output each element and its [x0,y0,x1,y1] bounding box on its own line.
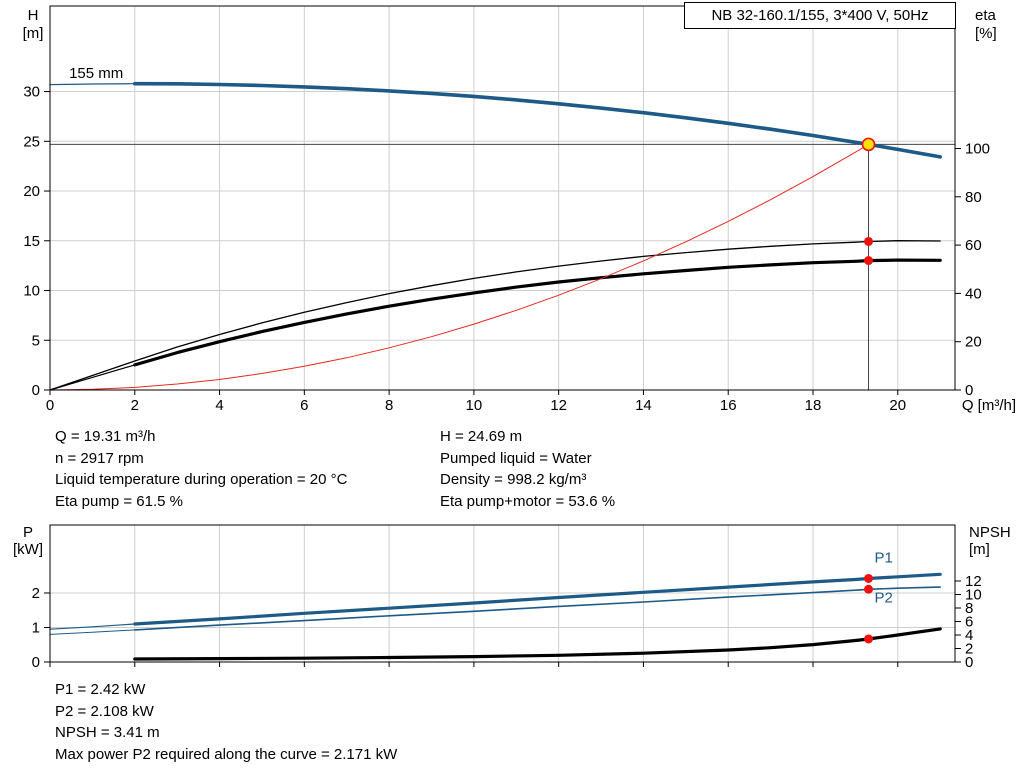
p2-readout: P2 = 2.108 kW [55,702,154,720]
left-tick-label: 0 [32,382,40,399]
p1-curve-leadin [49,623,136,630]
x-tick-label: 12 [550,397,567,414]
x-tick-label: 14 [635,397,652,414]
power-data-block: P1 = 2.42 kW P2 = 2.108 kW NPSH = 3.41 m… [55,679,397,765]
right-tick-label: 40 [965,285,982,302]
max-power-readout: Max power P2 required along the curve = … [55,745,398,763]
pumped-liquid-readout: Pumped liquid = Water [440,449,592,467]
right-tick-label: 8 [965,600,973,617]
head-curve [133,81,943,159]
right-tick-label: 100 [965,140,990,157]
left-axis-title: [m] [23,25,44,42]
right-axis-title: eta [975,7,997,24]
flow-readout: Q = 19.31 m³/h [55,428,156,445]
pump-designation-box: NB 32-160.1/155, 3*400 V, 50Hz [684,2,956,29]
npsh-duty-dot [864,634,874,644]
right-tick-label: 12 [965,573,982,590]
p2-duty-dot [864,584,874,594]
right-axis-title: NPSH [969,524,1011,541]
left-tick-label: 15 [23,233,40,250]
operating-data-col2: H = 24.69 m Pumped liquid = Water Densit… [440,426,615,512]
right-tick-label: 6 [965,614,973,631]
left-tick-label: 25 [23,133,40,150]
right-tick-label: 2 [965,641,973,658]
right-tick-label: 60 [965,237,982,254]
head-readout: H = 24.69 m [440,428,523,445]
x-tick-label: 20 [889,397,906,414]
right-axis-title: [m] [969,541,990,558]
left-axis-title: [kW] [13,541,43,558]
left-tick-label: 5 [32,332,40,349]
liquid-temperature-readout: Liquid temperature during operation = 20… [55,471,348,488]
eta-pump-motor-curve-leadin [49,364,136,391]
p2-curve-leadin [49,629,136,635]
operating-data-col1: Q = 19.31 m³/h n = 2917 rpm Liquid tempe… [55,426,347,512]
x-tick-label: 4 [215,397,223,414]
impeller-size-label: 155 mm [69,65,123,82]
x-tick-label: 8 [385,397,393,414]
eta-pump-readout: Eta pump = 61.5 % [55,492,183,510]
eta-pump-motor-curve [133,258,942,367]
p1-readout: P1 = 2.42 kW [55,681,146,698]
plot-frame [49,524,956,663]
npsh-curve [133,627,942,661]
left-tick-label: 30 [23,84,40,101]
left-tick-label: 0 [32,654,40,671]
left-tick-label: 10 [23,283,40,300]
right-tick-label: 0 [965,654,973,671]
pump-designation: NB 32-160.1/155, 3*400 V, 50Hz [711,7,929,24]
duty-point-marker [861,137,876,152]
left-tick-label: 2 [32,585,40,602]
right-tick-label: 0 [965,382,973,399]
right-tick-label: 4 [965,627,973,644]
right-tick-label: 10 [965,587,982,604]
p1-label: P1 [874,550,892,567]
left-tick-label: 1 [32,619,40,636]
eta-pump-duty-dot [864,236,874,246]
npsh-readout: NPSH = 3.41 m [55,724,160,741]
x-tick-label: 0 [46,397,54,414]
right-tick-label: 20 [965,334,982,351]
left-tick-label: 20 [23,183,40,200]
left-axis-title: P [23,524,33,541]
x-tick-label: 2 [131,397,139,414]
p2-label: P2 [874,590,892,607]
right-tick-label: 80 [965,189,982,206]
left-axis-title: H [28,7,39,24]
head-curve-leadin [49,83,136,86]
x-tick-label: 16 [720,397,737,414]
head-efficiency-chart: 0 2 4 6 8 10 12 14 16 18 20 0 5 10 15 20 25 30 0 20 40 60 80 10… [23,5,1016,414]
speed-readout: n = 2917 rpm [55,449,144,467]
system-curve [49,143,869,391]
plot-frame [49,5,956,391]
x-axis-title: Q [m³/h] [962,397,1016,414]
x-tick-label: 6 [300,397,308,414]
p1-duty-dot [864,573,874,583]
density-readout: Density = 998.2 kg/m³ [440,471,587,488]
eta-pump-motor-duty-dot [864,256,874,266]
p2-curve [134,586,942,631]
x-tick-label: 18 [805,397,822,414]
right-axis-title: [%] [975,25,997,42]
x-tick-label: 10 [466,397,483,414]
eta-pump-motor-readout: Eta pump+motor = 53.6 % [440,492,616,510]
p1-curve [133,572,942,626]
eta-pump-curve [49,240,941,391]
